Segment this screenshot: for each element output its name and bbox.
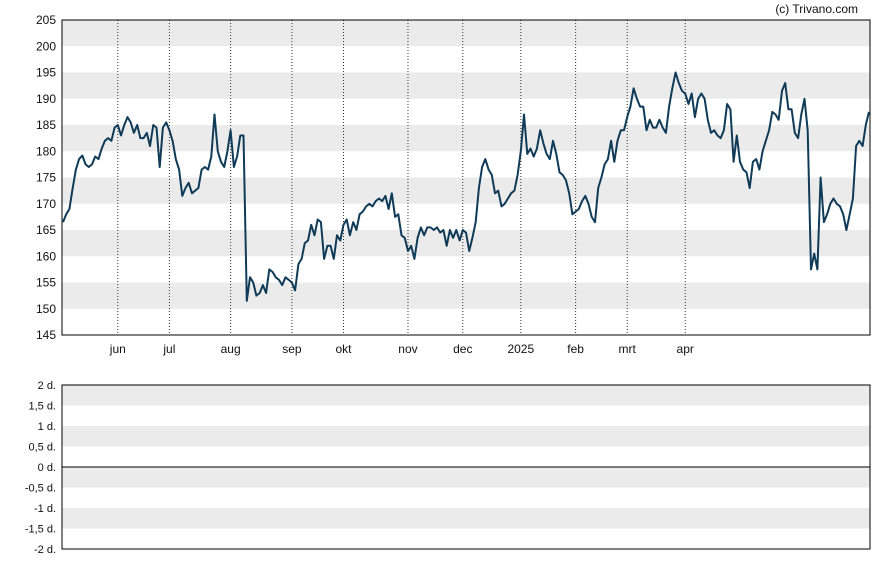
y-tick-label: 170: [36, 197, 56, 211]
grid-band: [62, 20, 870, 47]
y-tick-label: 0 d.: [38, 462, 56, 474]
x-tick-label: jun: [109, 342, 126, 356]
x-tick-label: aug: [221, 342, 241, 356]
y-tick-label: 175: [36, 171, 56, 185]
grid-band: [62, 72, 870, 99]
x-tick-label: 2025: [507, 342, 534, 356]
grid-band: [62, 426, 870, 447]
plot-frame: [61, 384, 871, 550]
grid-band: [62, 467, 870, 488]
x-tick-label: dec: [453, 342, 472, 356]
x-tick-label: apr: [677, 342, 694, 356]
grid-band: [62, 125, 870, 152]
price-chart: jun jul aug sep okt nov dec 2025 feb mrt apr 205 200…: [36, 13, 871, 356]
y-tick-label: 205: [36, 13, 56, 27]
y-tick-label: 185: [36, 118, 56, 132]
y-tick-label: 200: [36, 39, 56, 53]
y-tick-label: 155: [36, 276, 56, 290]
y-tick-label: 1 d.: [38, 421, 56, 433]
grid-band: [62, 282, 870, 309]
y-tick-label: 1,5 d.: [28, 401, 56, 413]
x-tick-label: sep: [282, 342, 302, 356]
y-tick-label: -2 d.: [34, 544, 56, 556]
x-tick-label: mrt: [619, 342, 637, 356]
y-tick-label: 150: [36, 302, 56, 316]
x-tick-label: okt: [335, 342, 352, 356]
copyright-label: (c) Trivano.com: [775, 2, 858, 16]
volume-chart: 2 d. 1,5 d. 1 d. 0,5 d. 0 d. -0,5 d. -1 d. -1,5…: [25, 380, 871, 556]
x-tick-label: jul: [162, 342, 175, 356]
y-tick-label: 145: [36, 328, 56, 342]
y-tick-label: -1,5 d.: [25, 524, 56, 536]
price-series-line: [62, 71, 870, 302]
plot-frame: [61, 19, 871, 336]
y-tick-label: 195: [36, 66, 56, 80]
grid-band: [62, 508, 870, 529]
y-tick-label: 180: [36, 144, 56, 158]
y-tick-label: 160: [36, 249, 56, 263]
y-tick-label: 0,5 d.: [28, 442, 56, 454]
y-tick-label: -1 d.: [34, 503, 56, 515]
y-tick-label: 165: [36, 223, 56, 237]
x-tick-label: nov: [398, 342, 417, 356]
y-tick-label: 190: [36, 92, 56, 106]
grid-band: [62, 385, 870, 406]
x-tick-label: feb: [567, 342, 584, 356]
y-tick-label: -0,5 d.: [25, 483, 56, 495]
y-tick-label: 2 d.: [38, 380, 56, 392]
